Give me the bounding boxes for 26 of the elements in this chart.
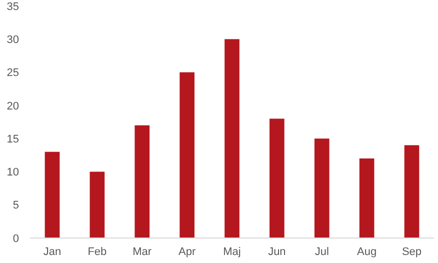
bar bbox=[404, 145, 420, 238]
y-tick-label: 15 bbox=[6, 133, 19, 146]
x-tick-label: Jun bbox=[268, 246, 286, 258]
bar bbox=[314, 138, 330, 238]
y-tick-label: 30 bbox=[6, 34, 19, 46]
x-tick-label: Maj bbox=[223, 246, 241, 258]
bar bbox=[224, 39, 240, 238]
x-tick-label: Mar bbox=[132, 246, 152, 258]
bar bbox=[359, 158, 374, 238]
bar bbox=[134, 125, 150, 238]
x-tick-label: Aug bbox=[357, 246, 377, 258]
bar bbox=[180, 72, 194, 238]
x-tick-label: Jul bbox=[314, 246, 329, 258]
x-tick-label: Feb bbox=[88, 246, 107, 258]
y-tick-label: 35 bbox=[6, 0, 19, 13]
x-tick-label: Apr bbox=[178, 246, 196, 258]
y-tick-label: 10 bbox=[6, 166, 19, 179]
y-tick-label: 5 bbox=[12, 200, 19, 212]
bar bbox=[44, 152, 60, 238]
x-tick-label: Sep bbox=[402, 246, 422, 258]
bar bbox=[90, 172, 105, 238]
y-tick-label: 20 bbox=[6, 100, 19, 112]
bar bbox=[270, 118, 284, 238]
x-tick-label: Jan bbox=[43, 246, 62, 258]
y-tick-label: 25 bbox=[6, 67, 19, 80]
y-tick-label: 0 bbox=[12, 232, 19, 245]
